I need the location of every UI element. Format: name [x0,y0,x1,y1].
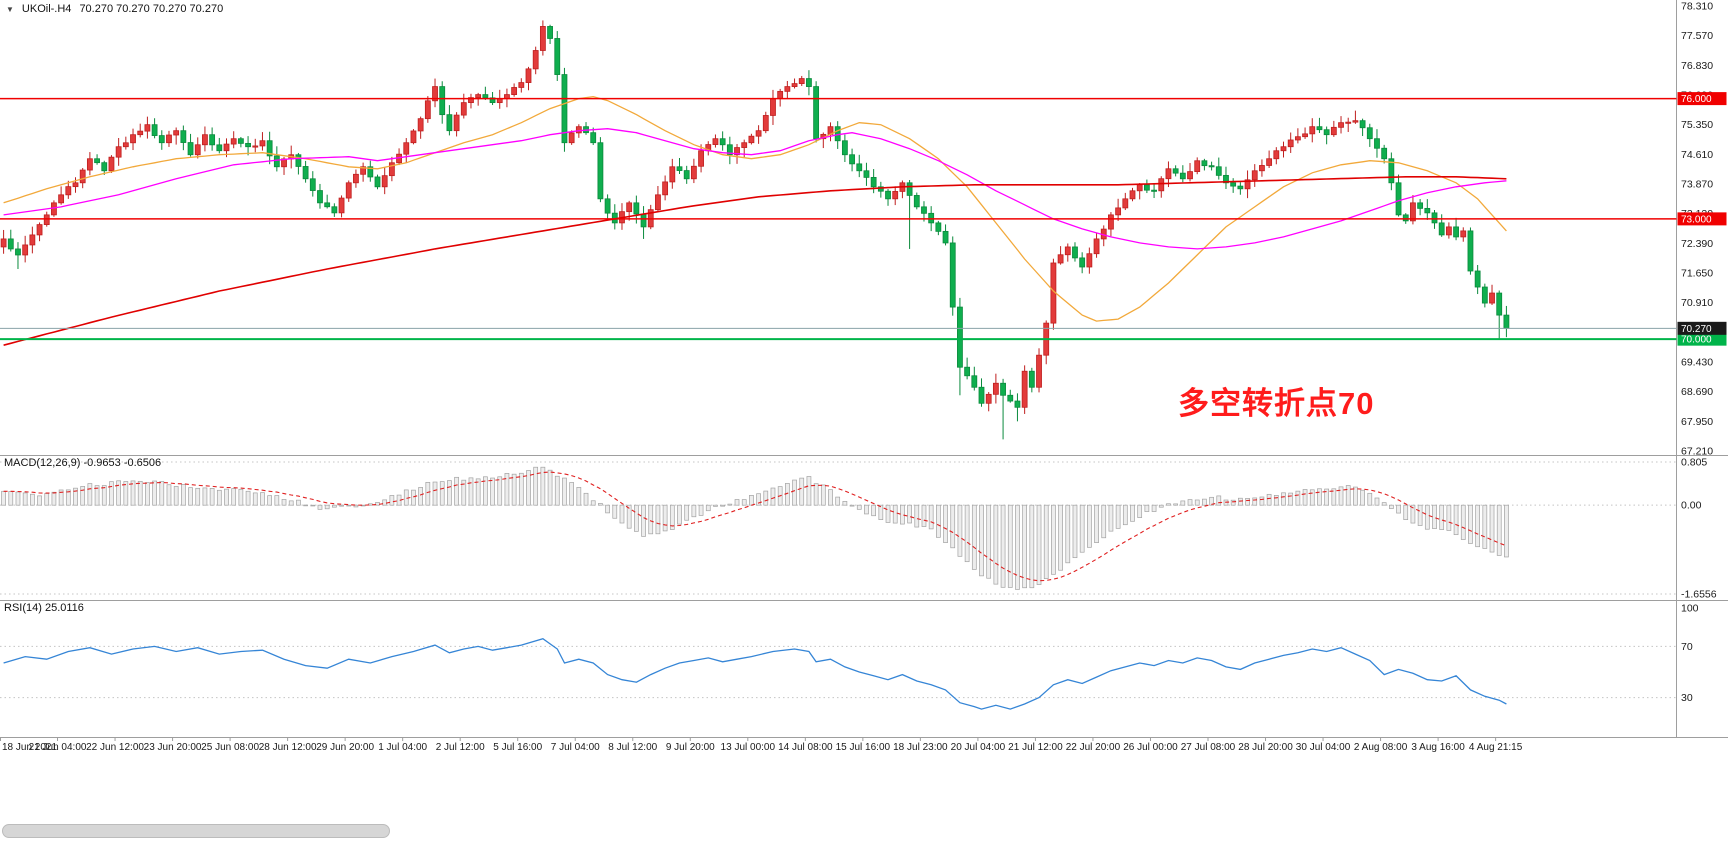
macd-signal-line [3,471,1507,582]
candles-layer [0,20,1510,440]
svg-text:76.000: 76.000 [1681,94,1712,105]
svg-text:14 Jul 08:00: 14 Jul 08:00 [778,742,833,753]
slow-ma [3,176,1507,346]
svg-text:29 Jun 20:00: 29 Jun 20:00 [316,742,374,753]
svg-text:28 Jun 12:00: 28 Jun 12:00 [259,742,317,753]
svg-text:9 Jul 20:00: 9 Jul 20:00 [666,742,715,753]
svg-text:20 Jul 04:00: 20 Jul 04:00 [951,742,1006,753]
svg-text:18 Jul 23:00: 18 Jul 23:00 [893,742,948,753]
rsi-panel-layer: 100 70 30 [0,603,1699,710]
horizontal-scrollbar[interactable] [0,822,1728,839]
svg-text:74.610: 74.610 [1681,149,1713,161]
fast-ma [3,95,1507,322]
svg-text:70.910: 70.910 [1681,297,1713,309]
svg-text:73.000: 73.000 [1681,214,1712,225]
svg-text:70.270: 70.270 [1681,324,1712,335]
svg-text:69.430: 69.430 [1681,357,1713,369]
macd-panel-layer: 0.805 0.00 -1.6556 [0,457,1717,601]
scrollbar-thumb[interactable] [2,824,390,838]
svg-text:3 Aug 16:00: 3 Aug 16:00 [1411,742,1465,753]
svg-text:70.000: 70.000 [1681,335,1712,346]
svg-text:73.870: 73.870 [1681,179,1713,191]
svg-text:7 Jul 04:00: 7 Jul 04:00 [551,742,600,753]
svg-text:15 Jul 16:00: 15 Jul 16:00 [836,742,891,753]
svg-text:22 Jul 20:00: 22 Jul 20:00 [1066,742,1121,753]
horizontal-lines-layer[interactable] [0,97,1677,341]
svg-text:5 Jul 16:00: 5 Jul 16:00 [493,742,542,753]
price-axis: 78.31077.57076.83076.09075.35074.61073.8… [1677,1,1727,458]
rsi-line [3,637,1507,710]
moving-averages-layer [3,95,1507,346]
svg-text:23 Jun 20:00: 23 Jun 20:00 [144,742,202,753]
svg-text:0.805: 0.805 [1681,457,1707,469]
svg-text:100: 100 [1681,603,1699,615]
svg-text:-1.6556: -1.6556 [1681,589,1717,601]
svg-text:21 Jul 12:00: 21 Jul 12:00 [1008,742,1063,753]
svg-text:22 Jun 12:00: 22 Jun 12:00 [86,742,144,753]
svg-text:75.350: 75.350 [1681,119,1713,131]
svg-text:1 Jul 04:00: 1 Jul 04:00 [378,742,427,753]
svg-text:27 Jul 08:00: 27 Jul 08:00 [1181,742,1236,753]
svg-text:4 Aug 21:15: 4 Aug 21:15 [1469,742,1523,753]
svg-text:21 Jun 04:00: 21 Jun 04:00 [29,742,87,753]
svg-text:2 Aug 08:00: 2 Aug 08:00 [1354,742,1408,753]
pane-separators [0,0,1728,738]
svg-text:76.830: 76.830 [1681,60,1713,72]
svg-text:30: 30 [1681,692,1693,704]
svg-text:72.390: 72.390 [1681,238,1713,250]
svg-text:25 Jun 08:00: 25 Jun 08:00 [201,742,259,753]
svg-text:71.650: 71.650 [1681,268,1713,280]
svg-text:30 Jul 04:00: 30 Jul 04:00 [1296,742,1351,753]
svg-text:70: 70 [1681,641,1693,653]
svg-text:0.00: 0.00 [1681,500,1702,512]
svg-text:2 Jul 12:00: 2 Jul 12:00 [436,742,485,753]
svg-text:67.210: 67.210 [1681,446,1713,458]
svg-text:8 Jul 12:00: 8 Jul 12:00 [608,742,657,753]
svg-text:77.570: 77.570 [1681,30,1713,42]
svg-text:13 Jul 00:00: 13 Jul 00:00 [721,742,776,753]
svg-text:68.690: 68.690 [1681,386,1713,398]
svg-text:26 Jul 00:00: 26 Jul 00:00 [1123,742,1178,753]
svg-text:78.310: 78.310 [1681,1,1713,13]
svg-text:67.950: 67.950 [1681,416,1713,428]
svg-text:18 Jun 2021: 18 Jun 2021 [2,742,57,753]
svg-text:28 Jul 20:00: 28 Jul 20:00 [1238,742,1293,753]
medium-ma [3,128,1507,250]
